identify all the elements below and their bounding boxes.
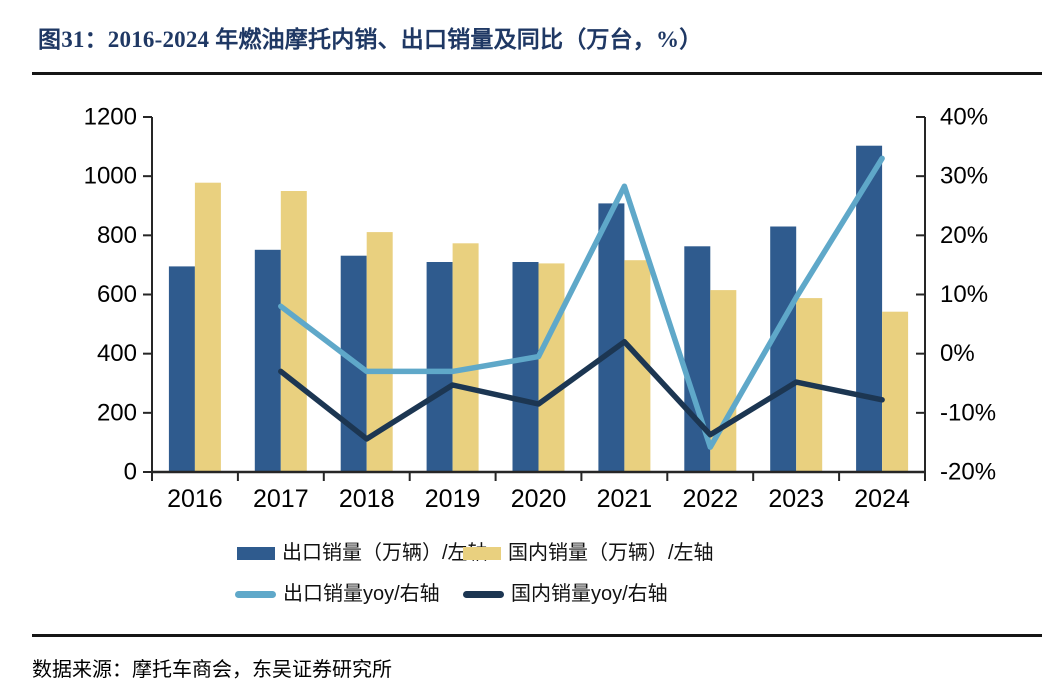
right-axis-tick-label: 40%: [940, 104, 988, 131]
bottom-divider-rule: [32, 634, 1042, 637]
title-divider-rule: [32, 72, 1042, 75]
right-axis-tick-label: -20%: [940, 459, 996, 486]
legend-label-domestic-yoy: 国内销量yoy/右轴: [511, 583, 668, 605]
domestic-sales-bar: [452, 243, 479, 472]
figure-title: 图31：2016-2024 年燃油摩托内销、出口销量及同比（万台，%）: [38, 27, 703, 52]
x-axis-category-label: 2024: [854, 485, 910, 513]
domestic-yoy-line: [278, 339, 885, 442]
export-yoy-line-swatch: [235, 590, 276, 598]
x-axis-category-label: 2021: [597, 485, 653, 513]
legend-item-export-yoy: 出口销量yoy/右轴: [235, 584, 440, 604]
left-axis-tick-label: 400: [97, 340, 137, 367]
domestic-sales-bar: [194, 182, 221, 472]
export-sales-bar: [426, 262, 453, 472]
legend-label-export-yoy: 出口销量yoy/右轴: [283, 583, 440, 605]
export-yoy-line: [278, 155, 885, 450]
x-axis-category-label: 2023: [768, 485, 824, 513]
left-axis-tick-label: 1000: [84, 163, 137, 190]
data-source-note: 数据来源：摩托车商会，东吴证券研究所: [32, 659, 392, 681]
export-sales-bar: [254, 249, 281, 472]
right-axis-tick-label: 0%: [940, 340, 975, 367]
left-axis-tick-label: 600: [97, 281, 137, 308]
export-sales-bar: [168, 266, 195, 472]
domestic-bar-swatch: [463, 546, 501, 560]
x-axis-category-label: 2017: [253, 485, 309, 513]
export-sales-bar: [512, 262, 539, 472]
x-axis-category-label: 2018: [339, 485, 395, 513]
right-axis-tick-label: 10%: [940, 281, 988, 308]
domestic-sales-bar: [538, 263, 565, 472]
domestic-sales-bar: [882, 311, 909, 472]
legend-label-export-bar: 出口销量（万辆）/左轴: [282, 542, 488, 564]
left-axis-tick-label: 800: [97, 222, 137, 249]
legend-item-export-bar: 出口销量（万辆）/左轴: [237, 543, 488, 563]
export-sales-bar: [856, 145, 883, 472]
right-axis-tick-label: 20%: [940, 222, 988, 249]
right-axis-tick-label: -10%: [940, 399, 996, 426]
export-bar-swatch: [237, 546, 275, 560]
legend-item-domestic-yoy: 国内销量yoy/右轴: [463, 584, 668, 604]
x-axis-category-label: 2020: [511, 485, 567, 513]
legend-label-domestic-bar: 国内销量（万辆）/左轴: [508, 542, 714, 564]
right-axis-tick-label: 30%: [940, 163, 988, 190]
x-axis-category-label: 2016: [167, 485, 223, 513]
export-sales-bar: [770, 226, 797, 472]
export-sales-bar: [598, 203, 625, 472]
domestic-yoy-line-swatch: [463, 590, 504, 598]
domestic-sales-bar: [280, 191, 307, 472]
left-axis-tick-label: 200: [97, 399, 137, 426]
x-axis-category-label: 2022: [682, 485, 738, 513]
legend-item-domestic-bar: 国内销量（万辆）/左轴: [463, 543, 714, 563]
left-axis-tick-label: 1200: [84, 104, 137, 131]
left-axis-tick-label: 0: [124, 459, 137, 486]
x-axis-category-label: 2019: [425, 485, 481, 513]
